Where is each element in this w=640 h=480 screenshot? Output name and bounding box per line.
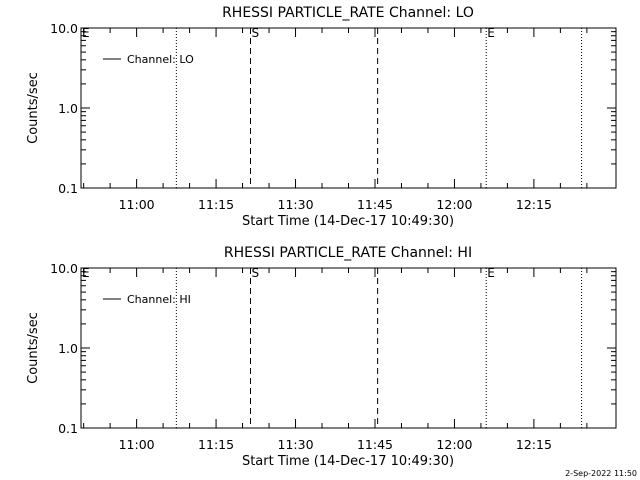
x-axis-label: Start Time (14-Dec-17 10:49:30) [242,454,454,469]
event-marker-label: E [487,266,495,280]
event-marker-label: E [82,26,90,40]
x-tick-label: 11:00 [119,437,155,452]
y-tick-label: 1.0 [58,341,78,356]
y-tick-label: 1.0 [58,101,78,116]
y-axis-label: Counts/sec [26,312,41,384]
y-tick-label: 10.0 [50,261,78,276]
y-tick-label: 0.1 [58,181,78,196]
x-tick-label: 12:00 [436,197,472,212]
x-tick-label: 11:15 [198,437,234,452]
x-tick-label: 11:30 [278,197,314,212]
chart-title: RHESSI PARTICLE_RATE Channel: HI [224,245,472,261]
x-tick-label: 12:15 [516,437,552,452]
x-tick-label: 12:15 [516,197,552,212]
event-marker-label: S [252,266,260,280]
y-axis-label: Counts/sec [26,72,41,144]
x-tick-label: 11:45 [357,437,393,452]
event-marker-label: S [252,26,260,40]
x-tick-label: 11:00 [119,197,155,212]
x-axis-label: Start Time (14-Dec-17 10:49:30) [242,214,454,229]
event-marker-label: E [82,266,90,280]
plot-frame [80,27,617,189]
chart-title: RHESSI PARTICLE_RATE Channel: LO [222,5,474,21]
y-tick-label: 0.1 [58,421,78,436]
x-tick-label: 12:00 [436,437,472,452]
y-tick-label: 10.0 [50,21,78,36]
x-tick-label: 11:30 [278,437,314,452]
plot-frame [80,267,617,429]
legend-label: Channel: HI [127,293,191,306]
event-marker-label: E [487,26,495,40]
x-tick-label: 11:15 [198,197,234,212]
legend-label: Channel: LO [127,53,194,66]
x-tick-label: 11:45 [357,197,393,212]
timestamp-footer: 2-Sep-2022 11:50 [565,469,637,478]
